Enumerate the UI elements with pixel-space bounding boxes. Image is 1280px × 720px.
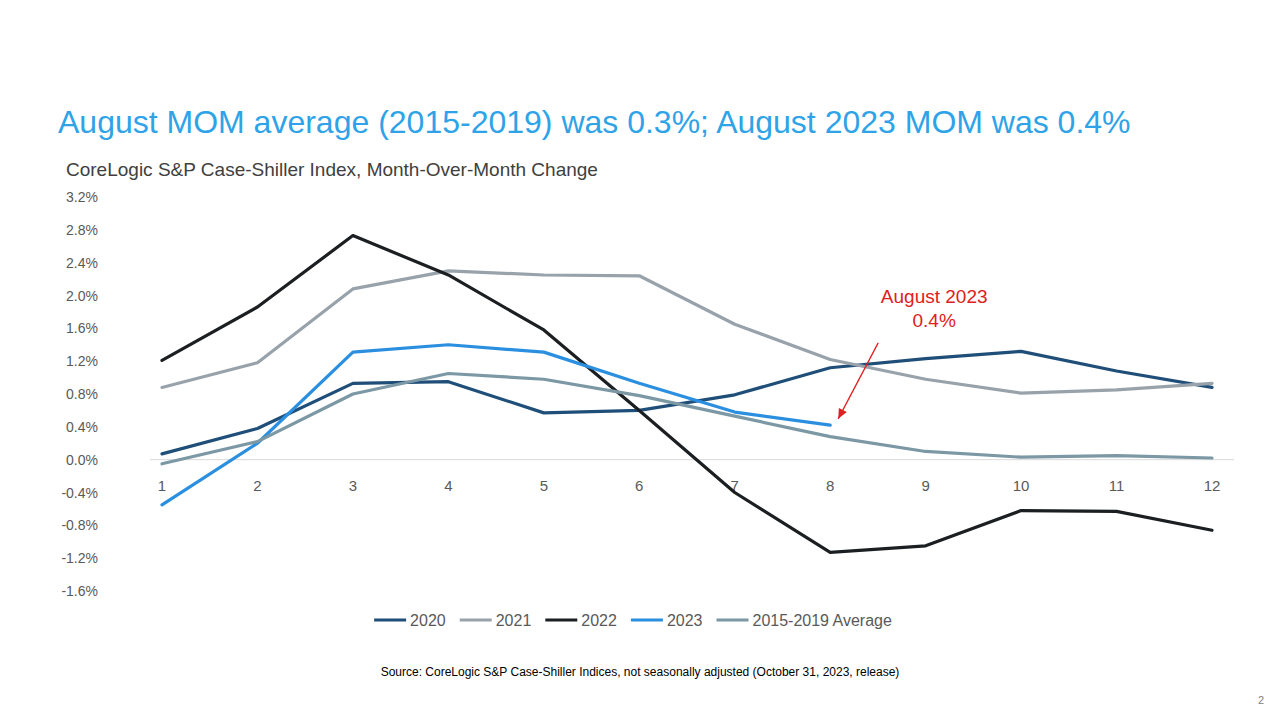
x-tick-label: 3 <box>349 477 357 494</box>
y-tick-label: 2.0% <box>66 288 98 304</box>
y-tick-label: -1.2% <box>61 550 98 566</box>
y-tick-label: -1.6% <box>61 583 98 599</box>
series-line <box>162 351 1212 454</box>
legend-label: 2021 <box>496 612 532 629</box>
legend-label: 2022 <box>581 612 617 629</box>
legend-label: 2015-2019 Average <box>752 612 891 629</box>
x-tick-label: 6 <box>635 477 643 494</box>
annotation-text: August 2023 <box>881 286 988 307</box>
x-tick-label: 11 <box>1109 477 1125 494</box>
y-tick-label: 0.0% <box>66 452 98 468</box>
x-tick-label: 9 <box>921 477 929 494</box>
annotation-text: 0.4% <box>913 310 956 331</box>
y-tick-label: 2.4% <box>66 255 98 271</box>
legend-swatch <box>545 618 577 621</box>
y-tick-label: 0.8% <box>66 386 98 402</box>
legend-swatch <box>631 618 663 621</box>
zero-line <box>150 459 1234 460</box>
y-tick-label: -0.8% <box>61 517 98 533</box>
chart: August MOM average (2015-2019) was 0.3%;… <box>0 0 1280 720</box>
series-line <box>162 373 1212 463</box>
legend-swatch <box>716 618 748 621</box>
annotation-arrowhead <box>838 408 847 419</box>
y-tick-label: 2.8% <box>66 222 98 238</box>
plot-area <box>162 236 1212 553</box>
x-tick-label: 1 <box>158 477 166 494</box>
series-line <box>162 236 1212 553</box>
x-tick-label: 2 <box>253 477 261 494</box>
y-tick-label: 1.2% <box>66 353 98 369</box>
x-tick-label: 5 <box>540 477 548 494</box>
y-tick-label: 0.4% <box>66 419 98 435</box>
title: August MOM average (2015-2019) was 0.3%;… <box>58 104 1131 140</box>
legend-swatch <box>460 618 492 621</box>
y-tick-label: -0.4% <box>61 485 98 501</box>
series-line <box>162 345 830 505</box>
axes: -1.6% -1.2% -0.8% -0.4% 0.0% 0.4% 0.8% 1.2% 1.6%… <box>61 189 1234 599</box>
annotation-arrow <box>838 343 878 419</box>
source: Source: CoreLogic S&P Case-Shiller Indic… <box>381 665 900 679</box>
x-tick-label: 10 <box>1013 477 1030 494</box>
page-number: 2 <box>1258 694 1264 706</box>
legend-label: 2023 <box>667 612 703 629</box>
y-tick-label: 1.6% <box>66 320 98 336</box>
legend-label: 2020 <box>410 612 446 629</box>
y-tick-label: 3.2% <box>66 189 98 205</box>
x-tick-label: 12 <box>1204 477 1221 494</box>
x-tick-label: 8 <box>826 477 834 494</box>
series-line <box>162 271 1212 393</box>
x-tick-label: 4 <box>444 477 452 494</box>
subtitle: CoreLogic S&P Case-Shiller Index, Month-… <box>66 159 598 180</box>
legend-swatch <box>374 618 406 621</box>
legend: 2020 2021 2022 2023 2015-2019 Average <box>374 612 892 629</box>
